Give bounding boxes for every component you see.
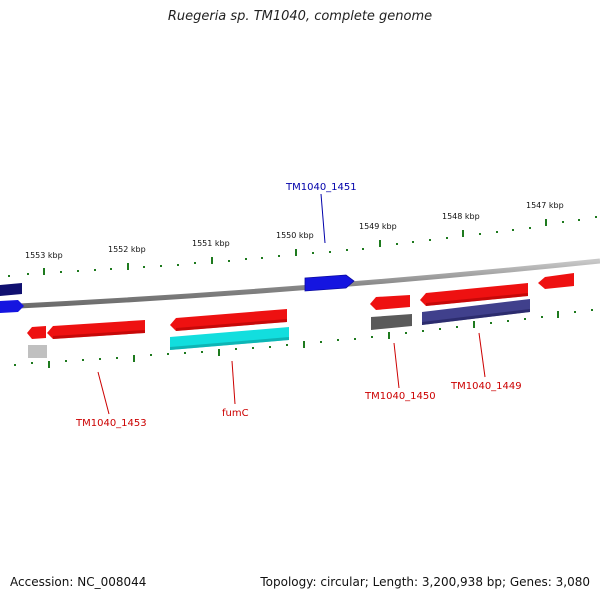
gene-label-fumC[interactable]: fumC xyxy=(222,408,249,419)
gene-lightgray-left[interactable] xyxy=(28,345,47,358)
leader-TM1040_1450 xyxy=(393,342,400,389)
gene-label-TM1040_1451[interactable]: TM1040_1451 xyxy=(285,182,357,193)
accession-text: Accession: NC_008044 xyxy=(10,575,147,589)
ruler-label-1547: 1547 kbp xyxy=(526,201,564,210)
gene-small-red-left[interactable] xyxy=(27,326,46,339)
ruler-label-1552: 1552 kbp xyxy=(108,245,146,254)
gene-TM1040_1453[interactable] xyxy=(47,320,145,339)
upper-ruler: 1553 kbp 1552 kbp 1551 kbp 1550 kbp 1549… xyxy=(8,201,597,277)
gene-TM1040_1449-red[interactable] xyxy=(420,283,528,306)
gene-label-TM1040_1449[interactable]: TM1040_1449 xyxy=(450,381,522,392)
ruler-label-1551: 1551 kbp xyxy=(192,239,230,248)
gene-red-mid[interactable] xyxy=(170,309,287,331)
ruler-label-1549: 1549 kbp xyxy=(359,222,397,231)
gene-red-right[interactable] xyxy=(538,273,574,289)
gene-red-1450[interactable] xyxy=(370,295,410,310)
map-title: Ruegeria sp. TM1040, complete genome xyxy=(167,9,433,24)
leader-TM1040_1451 xyxy=(320,193,326,244)
lower-ruler-ticks xyxy=(14,309,593,368)
topology-text: Topology: circular; Length: 3,200,938 bp… xyxy=(260,575,590,589)
ruler-label-1553: 1553 kbp xyxy=(25,251,63,260)
gene-TM1040_1449[interactable] xyxy=(422,299,530,325)
gene-TM1040_1451[interactable] xyxy=(304,274,355,292)
gene-fumC[interactable] xyxy=(170,327,289,350)
upper-ruler-ticks xyxy=(8,216,597,277)
leader-TM1040_1449 xyxy=(478,332,486,378)
ruler-label-1548: 1548 kbp xyxy=(442,212,480,221)
gene-left-blue[interactable] xyxy=(0,300,24,313)
genome-backbone xyxy=(0,258,600,310)
gene-left-navy[interactable] xyxy=(0,283,22,296)
ruler-label-1550: 1550 kbp xyxy=(276,231,314,240)
leader-TM1040_1453 xyxy=(97,371,110,415)
gene-label-TM1040_1453[interactable]: TM1040_1453 xyxy=(75,418,147,429)
gene-TM1040_1450[interactable] xyxy=(371,314,412,330)
leader-fumC xyxy=(231,360,236,405)
gene-label-TM1040_1450[interactable]: TM1040_1450 xyxy=(364,391,436,402)
